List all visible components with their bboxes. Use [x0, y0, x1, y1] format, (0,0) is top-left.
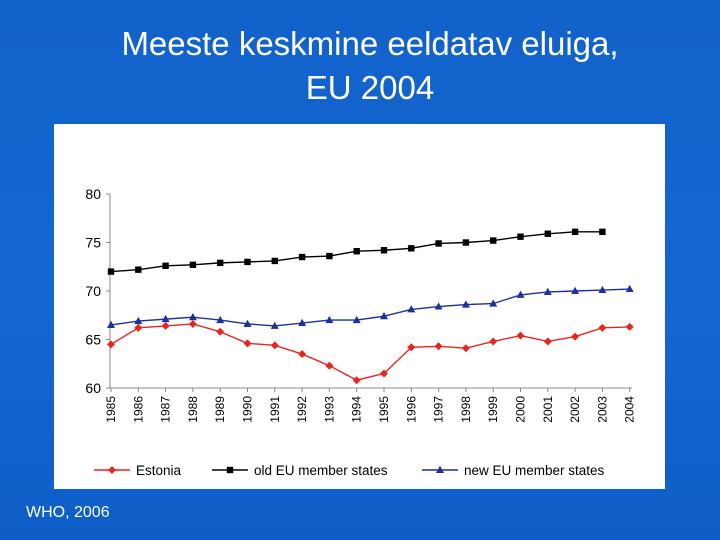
series-2-point: [435, 240, 442, 247]
x-tick-label: 1990: [241, 396, 255, 423]
slide-title-line-1: Meeste keskmine eeldatav eluiga,: [121, 25, 619, 62]
x-tick-label: 1986: [131, 396, 145, 423]
y-tick-label: 65: [85, 332, 101, 348]
line-chart: 60 65 70 75 80 1985 1986 1987 1988 1989 1990 1991 19…: [85, 186, 637, 478]
series-2-point: [135, 266, 142, 273]
series-1-point: [489, 337, 498, 346]
series-3-point: [407, 305, 416, 313]
x-tick-label: 1996: [404, 396, 418, 423]
slide-title: Meeste keskmine eeldatav eluiga, EU 2004: [60, 22, 680, 110]
series-2-point: [517, 233, 524, 240]
series-3-point: [598, 285, 607, 294]
series-1-point: [461, 344, 470, 353]
series-3-point: [243, 319, 252, 327]
series-3-point: [571, 286, 580, 294]
series-1-point: [434, 342, 443, 351]
series-1-point: [134, 323, 143, 332]
series-1-point: [625, 322, 634, 331]
series-2-point: [571, 228, 579, 236]
series-2-point: [544, 230, 551, 237]
legend-label-1: Estonia: [136, 463, 182, 478]
series-3-point: [298, 318, 307, 327]
x-tick-label: 1989: [213, 396, 227, 423]
series-2-point: [490, 237, 497, 244]
legend-marker-1: [108, 466, 116, 474]
legend-marker-3: [436, 465, 444, 473]
x-tick-label: 1995: [377, 396, 391, 423]
series-1-point: [243, 339, 252, 348]
series-3-point: [134, 316, 143, 325]
legend-label-3: new EU member states: [464, 463, 605, 478]
series-3-point: [461, 300, 470, 308]
legend-label-2: old EU member states: [254, 463, 388, 478]
x-tick-label: 1985: [104, 396, 118, 423]
series-1-point: [543, 337, 552, 346]
x-tick-label: 1997: [432, 396, 446, 423]
y-tick-label: 80: [85, 186, 101, 202]
x-tick-label: 2003: [595, 396, 609, 423]
series-2-point: [353, 248, 360, 255]
series-2-point: [298, 253, 306, 261]
series-1-point: [107, 340, 115, 349]
series-3-point: [270, 321, 279, 329]
slide-title-line-2: EU 2004: [305, 69, 435, 106]
series-2-point: [599, 228, 606, 236]
series-2-point: [408, 245, 415, 252]
series-2-point: [244, 258, 251, 266]
series-2-point: [271, 257, 278, 265]
series-1-point: [352, 376, 361, 385]
series-3-point: [380, 312, 388, 320]
series-1-point: [516, 331, 525, 340]
series-line-3: [110, 288, 630, 327]
series-3-point: [625, 284, 634, 293]
series-line-1: [110, 323, 630, 381]
y-tick-label: 70: [85, 283, 101, 299]
series-2-point: [462, 239, 470, 246]
y-tick-label: 60: [85, 380, 101, 396]
series-1-point: [188, 319, 197, 328]
series-1-point: [161, 321, 170, 330]
series-1-point: [571, 332, 580, 341]
series-3-point: [107, 320, 115, 328]
series-2-point: [107, 268, 115, 275]
series-1-point: [325, 361, 334, 370]
series-1-point: [380, 369, 388, 378]
source-note: WHO, 2006: [26, 504, 110, 521]
series-1-point: [407, 343, 416, 352]
series-1-point: [270, 341, 279, 350]
x-tick-label: 1988: [186, 396, 200, 423]
chart-panel: 60 65 70 75 80 1985 1986 1987 1988 1989 1990 1991 19…: [54, 124, 665, 489]
series-1-point: [216, 327, 225, 336]
series-2-point: [326, 252, 333, 260]
series-1-point: [298, 350, 307, 359]
series-3-point: [543, 287, 552, 295]
x-tick-label: 2004: [623, 396, 637, 423]
x-tick-label: 1999: [486, 396, 500, 423]
x-tick-label: 1991: [268, 396, 282, 423]
series-2-point: [162, 262, 169, 269]
x-tick-label: 2000: [514, 396, 528, 423]
series-3-point: [216, 315, 225, 324]
series-3-point: [489, 299, 498, 307]
x-tick-label: 1998: [459, 396, 473, 423]
series-3-point: [434, 302, 443, 310]
series-3-point: [188, 312, 197, 321]
x-tick-label: 1993: [322, 396, 336, 423]
series-2-point: [217, 259, 224, 267]
series-2-point: [380, 247, 388, 254]
series-3-point: [516, 290, 525, 298]
x-tick-label: 1992: [295, 396, 309, 423]
series-3-point: [352, 315, 361, 324]
x-tick-label: 1987: [159, 396, 173, 423]
x-tick-label: 1994: [350, 396, 364, 423]
x-tick-label: 2002: [568, 396, 582, 423]
y-tick-label: 75: [85, 235, 101, 251]
series-3-point: [161, 314, 170, 323]
legend-marker-2: [226, 466, 234, 474]
x-tick-label: 2001: [541, 396, 555, 423]
series-1-point: [598, 323, 607, 332]
series-2-point: [189, 261, 197, 269]
series-3-point: [325, 315, 334, 324]
